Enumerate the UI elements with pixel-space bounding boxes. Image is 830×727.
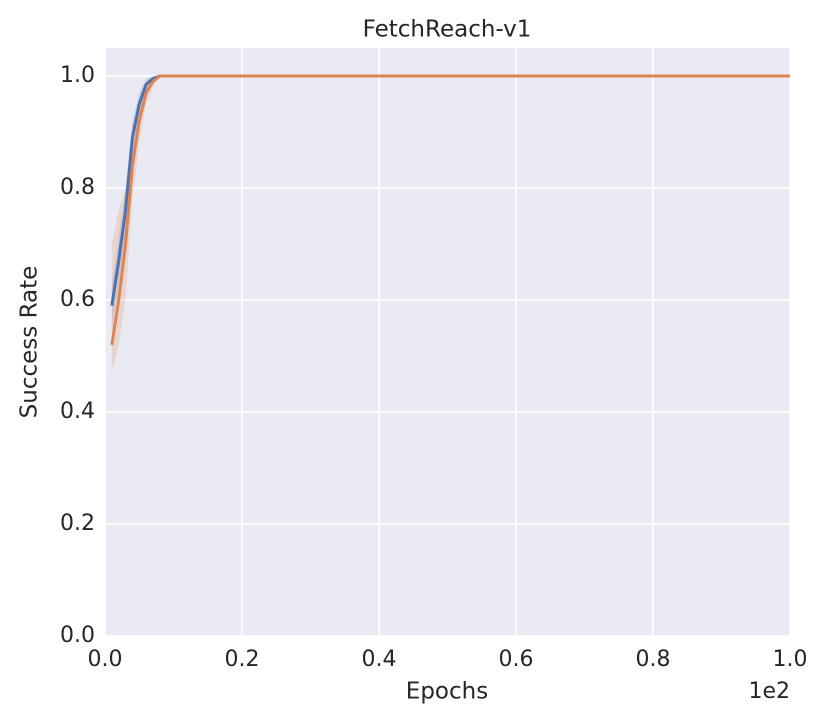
x-offset-label: 1e2 <box>748 679 790 704</box>
x-tick-label: 0.8 <box>636 647 671 672</box>
y-axis-label: Success Rate <box>17 266 43 419</box>
x-tick-label: 0.4 <box>362 647 397 672</box>
y-tick-label: 0.6 <box>60 287 95 312</box>
line <box>110 74 790 346</box>
x-tick-label: 0.2 <box>225 647 260 672</box>
y-tick-label: 0.4 <box>60 399 95 424</box>
y-tick-label: 1.0 <box>60 63 95 88</box>
y-tick-label: 0.0 <box>60 623 95 648</box>
x-tick-label: 0.6 <box>499 647 534 672</box>
x-axis-label: Epochs <box>406 679 488 705</box>
chart-title: FetchReach-v1 <box>363 17 532 43</box>
y-tick-label: 0.8 <box>60 175 95 200</box>
y-tick-label: 0.2 <box>60 511 95 536</box>
x-tick-label: 0.0 <box>88 647 123 672</box>
plot-area <box>105 48 790 636</box>
x-tick-label: 1.0 <box>773 647 808 672</box>
